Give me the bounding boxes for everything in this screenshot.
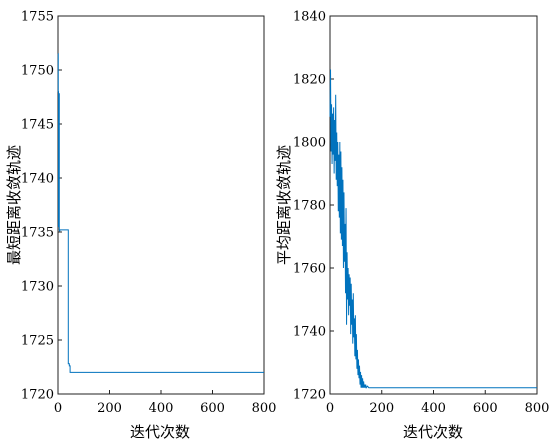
left-y-tick-label: 1755 (21, 10, 54, 25)
right-y-tick-label: 1760 (293, 262, 326, 277)
right-x-tick-label: 200 (369, 401, 394, 416)
y-axis-label-left: 最短距离收敛轨迹 (5, 145, 23, 265)
ticks-left: 0 200 400 600 800 1720 1725 1730 1735 1740 1745 175… (21, 10, 277, 417)
plot-frame-right (329, 15, 538, 395)
right-y-tick-label: 1740 (293, 325, 326, 340)
right-y-tick-label: 1840 (293, 10, 326, 25)
right-y-tick-label: 1820 (293, 73, 326, 88)
left-y-tick-label: 1725 (21, 334, 54, 349)
right-x-tick-label: 800 (525, 401, 550, 416)
series-line-best (57, 53, 264, 373)
ticks-right: 0 200 400 600 800 1720 1740 1760 1780 1800 1820 184… (293, 10, 550, 417)
chart-right: 0 200 400 600 800 1720 1740 1760 1780 1800 1820 184… (275, 10, 549, 442)
right-x-tick-label: 600 (473, 401, 498, 416)
right-y-tick-label: 1800 (293, 136, 326, 151)
y-axis-label-right: 平均距离收敛轨迹 (275, 145, 293, 265)
left-x-tick-label: 600 (200, 401, 225, 416)
left-x-tick-label: 400 (149, 401, 174, 416)
left-y-tick-label: 1730 (21, 280, 54, 295)
chart-left: 0 200 400 600 800 1720 1725 1730 1735 1740 1745 175… (5, 10, 276, 442)
left-y-tick-label: 1745 (21, 118, 54, 133)
right-y-tick-label: 1720 (293, 388, 326, 403)
plot-frame-left (57, 15, 265, 395)
left-x-tick-label: 800 (252, 401, 277, 416)
x-axis-label-right: 迭代次数 (403, 423, 463, 441)
left-y-tick-label: 1720 (21, 388, 54, 403)
left-y-tick-label: 1735 (21, 226, 54, 241)
left-x-tick-label: 0 (54, 401, 62, 416)
left-y-tick-label: 1750 (21, 64, 54, 79)
left-x-tick-label: 200 (97, 401, 122, 416)
left-y-tick-label: 1740 (21, 172, 54, 187)
series-line-average (329, 69, 537, 389)
right-y-tick-label: 1780 (293, 199, 326, 214)
right-x-tick-label: 0 (326, 401, 334, 416)
right-x-tick-label: 400 (421, 401, 446, 416)
x-axis-label-left: 迭代次数 (130, 423, 190, 441)
